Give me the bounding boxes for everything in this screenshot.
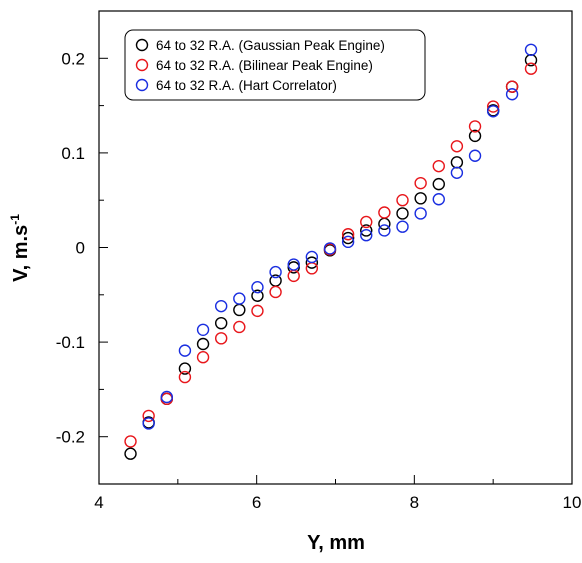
data-point: [414, 176, 427, 190]
y-axis-title-main: V, m.s: [10, 225, 32, 282]
data-point: [414, 192, 427, 205]
data-point: [450, 156, 464, 169]
data-point: [468, 120, 482, 133]
data-point: [323, 242, 337, 255]
data-point: [378, 206, 391, 219]
data-point: [287, 269, 300, 283]
data-point: [178, 344, 192, 357]
series-2: [124, 62, 538, 448]
data-point: [378, 224, 391, 237]
data-point: [178, 370, 192, 384]
data-point: [233, 292, 246, 305]
data-point: [414, 207, 427, 220]
data-point: [505, 80, 519, 93]
data-point: [233, 320, 246, 334]
y-axis-title: V, m.s-1: [8, 214, 32, 282]
series-3: [142, 43, 538, 430]
data-point: [160, 390, 173, 404]
data-point: [396, 207, 409, 220]
data-point: [468, 149, 482, 162]
y-tick-label: 0: [76, 239, 85, 258]
data-point: [450, 166, 464, 179]
data-point: [214, 316, 228, 330]
data-point: [269, 285, 282, 299]
data-point: [196, 323, 210, 337]
x-tick-labels: 4 6 8 10: [94, 493, 581, 512]
data-point: [251, 289, 264, 302]
y-tick-label: -0.1: [56, 333, 85, 352]
data-point: [196, 351, 210, 364]
legend-marker: [135, 78, 149, 92]
y-tick-label: -0.2: [56, 428, 85, 447]
data-point: [360, 224, 373, 237]
data-point: [305, 256, 319, 269]
legend-marker: [135, 58, 149, 72]
x-tick-label: 6: [252, 493, 261, 512]
data-point: [214, 332, 228, 345]
data-point: [432, 177, 445, 191]
data-point: [341, 228, 355, 241]
data-point: [287, 258, 300, 271]
data-point: [450, 140, 464, 153]
data-point: [360, 215, 373, 229]
data-point: [142, 409, 155, 423]
data-point: [305, 250, 319, 264]
data-point: [378, 217, 391, 231]
legend-label: 64 to 32 R.A. (Bilinear Peak Engine): [156, 58, 373, 73]
y-tick-label: 0.1: [61, 144, 85, 163]
data-point: [124, 435, 137, 448]
x-axis-title: Y, mm: [307, 532, 365, 554]
data-point: [505, 88, 519, 101]
data-point: [524, 43, 538, 56]
axis-ticks: [98, 10, 573, 485]
data-points: [124, 43, 538, 460]
data-point: [251, 281, 264, 294]
y-axis-title-superscript: -1: [8, 214, 22, 225]
data-point: [196, 337, 210, 351]
data-point: [233, 303, 246, 317]
data-point: [396, 193, 409, 207]
data-point: [486, 100, 500, 113]
y-tick-label: 0.2: [61, 49, 85, 68]
data-point: [251, 304, 264, 318]
data-point: [468, 129, 482, 143]
legend-label: 64 to 32 R.A. (Hart Correlator): [156, 78, 337, 93]
data-point: [524, 62, 538, 75]
data-point: [269, 265, 282, 279]
data-point: [486, 105, 500, 118]
data-point: [432, 193, 445, 206]
data-point: [432, 159, 445, 173]
data-point: [360, 229, 373, 242]
data-point: [396, 220, 409, 233]
legend-marker: [135, 38, 149, 52]
legend-label: 64 to 32 R.A. (Gaussian Peak Engine): [156, 38, 385, 53]
legend-box: [124, 29, 426, 101]
data-point: [124, 447, 137, 460]
x-tick-label: 10: [563, 493, 582, 512]
data-point: [341, 231, 355, 245]
data-point: [341, 235, 355, 249]
data-point: [178, 362, 192, 375]
x-tick-label: 8: [410, 493, 419, 512]
x-tick-label: 4: [94, 493, 103, 512]
data-point: [214, 299, 228, 313]
y-tick-labels: -0.2 -0.1 0 0.1 0.2: [56, 49, 85, 446]
data-point: [142, 417, 155, 430]
legend: 64 to 32 R.A. (Gaussian Peak Engine) 64 t…: [124, 29, 426, 101]
series-1: [124, 53, 538, 460]
